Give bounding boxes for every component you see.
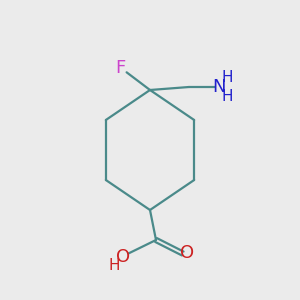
Text: H: H xyxy=(222,70,233,86)
Text: N: N xyxy=(212,78,226,96)
Text: H: H xyxy=(222,88,233,104)
Text: F: F xyxy=(115,58,125,76)
Text: O: O xyxy=(116,248,130,266)
Text: H: H xyxy=(109,258,120,273)
Text: O: O xyxy=(180,244,195,262)
